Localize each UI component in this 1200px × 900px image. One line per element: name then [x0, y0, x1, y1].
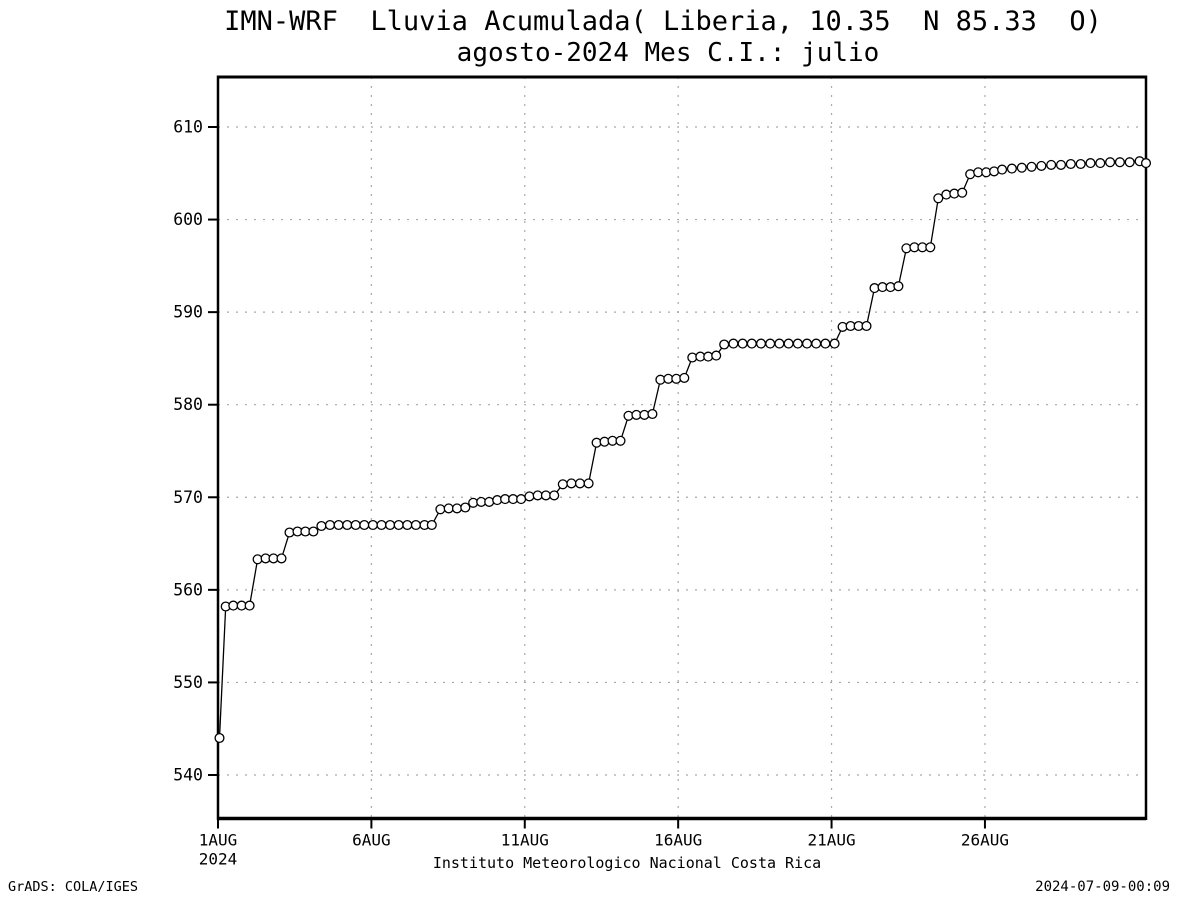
data-point-marker: [549, 490, 560, 501]
data-point-marker: [1105, 157, 1116, 168]
data-point-marker: [861, 320, 872, 332]
y-axis-tick-label: 540: [173, 765, 203, 784]
data-point-marker: [1055, 159, 1067, 170]
data-point-marker: [435, 504, 446, 515]
y-axis-tick-label: 600: [173, 210, 203, 229]
x-axis-tick-label: 1AUG: [199, 831, 238, 850]
data-point-marker: [965, 169, 976, 180]
data-point-marker: [367, 519, 378, 531]
data-point-marker: [451, 503, 463, 514]
data-point-marker: [276, 553, 287, 564]
data-point-marker: [228, 600, 239, 611]
data-point-marker: [410, 519, 421, 531]
data-point-marker: [765, 338, 776, 349]
data-point-marker: [443, 503, 454, 514]
x-axis-tick-label: 21AUG: [807, 831, 855, 850]
data-point-marker: [484, 496, 495, 507]
data-point-marker: [426, 519, 437, 531]
data-point-marker: [516, 494, 527, 505]
data-point-marker: [997, 164, 1008, 175]
data-point-marker: [1140, 158, 1152, 169]
data-point-marker: [1036, 160, 1047, 171]
data-point-marker: [308, 526, 319, 537]
data-point-marker: [746, 338, 757, 349]
data-point-marker: [755, 338, 767, 349]
data-point-marker: [615, 435, 626, 446]
data-point-marker: [933, 193, 944, 204]
data-point-marker: [566, 478, 577, 489]
data-point-marker: [540, 490, 551, 501]
y-axis-tick-label: 590: [173, 303, 203, 322]
data-point-marker: [728, 338, 739, 349]
data-point-marker: [1085, 158, 1096, 169]
data-point-marker: [460, 502, 471, 513]
data-point-marker: [679, 372, 690, 383]
data-point-marker: [1095, 158, 1106, 169]
x-axis-caption: Instituto Meteorologico Nacional Costa R…: [432, 854, 822, 872]
data-point-marker: [1065, 158, 1076, 170]
data-point-marker: [316, 520, 327, 532]
data-point-marker: [829, 338, 840, 349]
data-point-marker: [1016, 162, 1027, 173]
x-axis-year-label: 2024: [199, 850, 238, 869]
data-point-marker: [783, 338, 794, 349]
data-point-marker: [1046, 159, 1057, 170]
data-point-marker: [820, 338, 831, 349]
data-point-marker: [532, 490, 543, 501]
data-point-marker: [925, 242, 936, 253]
data-point-marker: [1114, 157, 1125, 168]
render-timestamp: 2024-07-09-00:09: [1035, 879, 1170, 895]
data-point-marker: [244, 600, 255, 611]
y-axis-tick-label: 550: [173, 673, 203, 692]
data-point-marker: [647, 408, 658, 420]
data-point-marker: [1075, 158, 1086, 170]
data-point-marker: [583, 478, 594, 489]
data-point-marker: [402, 519, 413, 531]
data-point-marker: [774, 338, 785, 349]
data-point-marker: [214, 732, 225, 744]
data-point-marker: [324, 519, 336, 531]
data-point-marker: [1026, 161, 1037, 172]
chart-subtitle: agosto-2024 Mes C.I.: julio: [456, 38, 880, 68]
y-axis-tick-label: 570: [173, 488, 203, 507]
data-point-marker: [792, 338, 803, 349]
data-point-marker: [711, 350, 722, 361]
data-point-marker: [574, 478, 586, 489]
accumulated-rain-line: [218, 160, 1147, 739]
data-point-marker: [333, 519, 344, 531]
x-axis-tick-label: 26AUG: [961, 831, 1009, 850]
data-point-marker: [350, 519, 361, 531]
data-point-marker: [524, 491, 535, 502]
data-point-marker: [342, 519, 353, 531]
data-point-marker: [385, 519, 396, 531]
data-point-marker: [376, 519, 387, 531]
data-point-marker: [359, 519, 370, 531]
data-point-marker: [893, 281, 904, 292]
data-point-marker: [393, 519, 404, 531]
chart-title: IMN-WRF Lluvia Acumulada( Liberia, 10.35…: [224, 6, 1102, 37]
y-axis-tick-label: 560: [173, 580, 203, 599]
y-axis-tick-label: 580: [173, 395, 203, 414]
data-point-marker: [957, 187, 968, 198]
data-point-marker: [989, 166, 1000, 177]
data-point-marker: [557, 479, 568, 490]
data-point-marker: [719, 339, 730, 350]
x-axis-tick-label: 6AUG: [352, 831, 391, 850]
y-axis-tick-label: 610: [173, 117, 203, 136]
data-point-marker: [1124, 157, 1135, 168]
data-point-marker: [737, 338, 748, 349]
x-axis-tick-label: 16AUG: [654, 831, 702, 850]
x-axis-tick-label: 11AUG: [501, 831, 549, 850]
data-point-marker: [1006, 163, 1017, 174]
data-point-marker: [811, 338, 822, 349]
data-point-marker: [801, 338, 813, 349]
grads-credit-label: GrADS: COLA/IGES: [8, 879, 139, 895]
